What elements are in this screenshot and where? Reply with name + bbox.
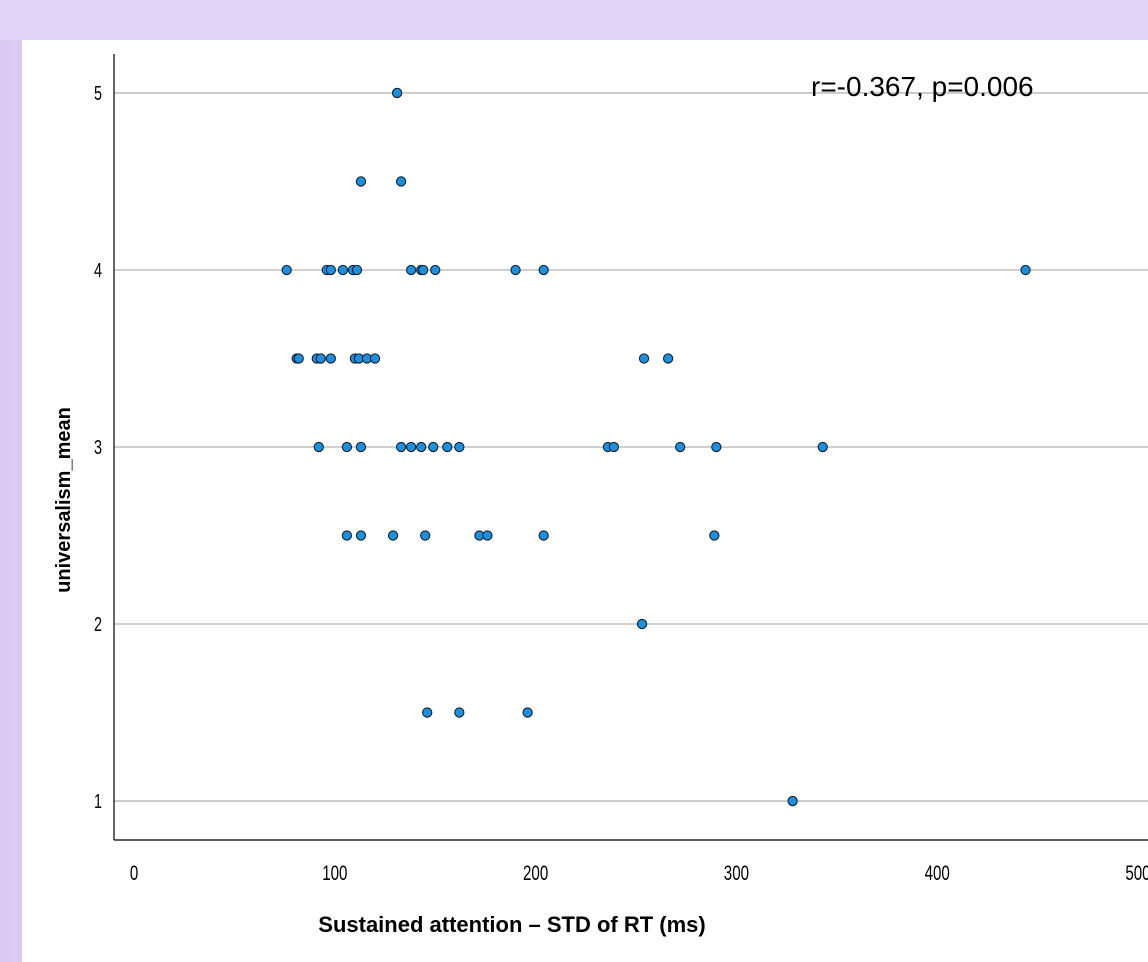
data-point [341,441,353,453]
data-point [430,264,441,276]
data-point [454,707,465,718]
data-point [538,530,549,541]
slide-top-band [0,0,1148,40]
data-points [281,87,1031,807]
data-point [391,87,403,99]
data-point [405,441,417,453]
data-point [418,264,429,276]
data-point [817,441,828,453]
x-tick-label: 200 [523,860,548,884]
data-point [351,264,363,276]
data-point [538,264,549,276]
y-tick-label: 1 [94,790,102,813]
y-tick-label: 4 [94,259,102,282]
data-point [420,530,431,541]
y-tick-label: 2 [94,613,102,636]
scatter-chart: 123450100200300400500 r=-0.367, p=0.006 … [53,54,1148,937]
data-point [787,795,798,807]
x-tick-label: 500 [1125,860,1148,884]
data-point [454,441,465,453]
data-point [313,441,324,453]
data-point [355,530,367,541]
data-point [428,441,439,453]
data-point [293,353,304,364]
data-point [675,441,686,453]
x-tick-label: 300 [724,860,749,884]
x-axis-label: Sustained attention – STD of RT (ms) [318,912,705,937]
correlation-annotation: r=-0.367, p=0.006 [811,71,1034,102]
data-point [662,353,674,364]
data-point [422,707,433,718]
data-point [1020,264,1031,276]
data-point [395,441,407,453]
data-point [711,441,722,453]
data-point [395,176,407,187]
data-point [638,353,650,364]
data-point [522,707,533,718]
data-point [608,441,620,453]
y-axis-label: universalism_mean [53,407,75,593]
tick-labels: 1 2 3 4 5 0 100 200 300 400 500 [94,82,1148,885]
chart-panel: 123450100200300400500 r=-0.367, p=0.006 … [22,40,1148,962]
data-point [510,264,521,276]
x-tick-label: 0 [130,860,138,884]
data-point [355,441,367,453]
data-point [405,264,417,276]
data-point [482,530,493,541]
data-point [387,530,399,541]
gridlines [114,92,1148,802]
x-tick-label: 100 [322,860,347,884]
data-point [709,530,720,541]
data-point [281,264,292,276]
y-tick-label: 5 [94,82,102,105]
data-point [337,264,349,276]
data-point [341,530,353,541]
data-point [315,353,326,364]
y-tick-label: 3 [94,436,102,459]
data-point [442,441,453,453]
data-point [325,264,336,276]
axes [113,54,1148,841]
data-point [636,618,648,630]
data-point [369,353,381,364]
x-tick-label: 400 [925,860,950,884]
data-point [325,353,336,364]
data-point [355,176,367,187]
data-point [416,441,427,453]
